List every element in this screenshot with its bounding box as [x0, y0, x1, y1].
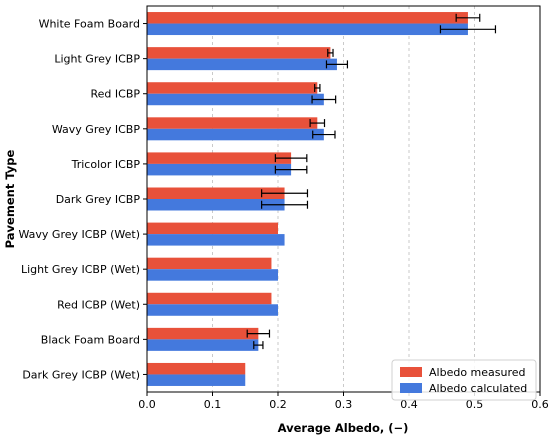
error-bar-measured	[309, 119, 326, 128]
bar-measured	[147, 362, 246, 375]
category-label: Wavy Grey ICBP (Wet)	[18, 228, 140, 241]
bar-measured	[147, 152, 292, 164]
x-axis-ticks: 0.0 0.1 0.2 0.3 0.4 0.5 0.6	[138, 392, 549, 411]
error-bar-measured	[246, 329, 271, 338]
error-bar-measured	[455, 13, 481, 22]
legend-box	[391, 359, 537, 401]
category-label: Light Grey ICBP	[54, 53, 140, 66]
x-axis-title: Average Albedo, (−)	[278, 421, 409, 435]
y-axis-categories: White Foam Board Light Grey ICBP Red ICBP W…	[18, 18, 147, 381]
bar-calculated	[147, 199, 285, 211]
error-bar-measured	[261, 189, 309, 198]
bars	[147, 12, 468, 386]
bar-calculated	[147, 128, 324, 141]
bar-measured	[147, 257, 272, 270]
category-label: Black Foam Board	[41, 333, 140, 346]
category-label: Dark Grey ICBP (Wet)	[22, 368, 140, 381]
x-tick-label: 0.3	[335, 398, 353, 411]
y-axis-title: Pavement Type	[3, 149, 17, 248]
bar-measured	[147, 12, 468, 24]
legend-label-calculated: Albedo calculated	[429, 382, 527, 395]
error-bar-calculated	[274, 165, 308, 174]
category-label: Dark Grey ICBP	[56, 193, 141, 206]
error-bar-calculated	[261, 200, 309, 209]
error-bar-measured	[314, 83, 321, 92]
bar-measured	[147, 222, 278, 235]
error-bar-calculated	[439, 25, 497, 34]
bar-calculated	[147, 269, 278, 281]
error-bar-calculated	[325, 60, 349, 69]
bar-calculated	[147, 234, 285, 246]
error-bars	[246, 13, 497, 350]
bar-measured	[147, 47, 331, 59]
error-bar-measured	[327, 48, 334, 57]
x-tick-label: 0.0	[138, 398, 156, 411]
bar-calculated	[147, 339, 259, 351]
bar-measured	[147, 117, 318, 129]
category-label: Light Grey ICBP (Wet)	[21, 263, 140, 276]
bar-measured	[147, 187, 285, 199]
x-tick-label: 0.6	[531, 398, 549, 411]
error-bar-measured	[274, 154, 308, 163]
legend-label-measured: Albedo measured	[429, 366, 526, 379]
legend-swatch-measured	[400, 367, 422, 377]
bar-calculated	[147, 163, 292, 176]
legend-swatch-calculated	[400, 383, 422, 393]
bar-measured	[147, 327, 259, 340]
error-bar-calculated	[312, 130, 336, 139]
error-bar-calculated	[311, 95, 337, 104]
bar-calculated	[147, 58, 337, 71]
bar-calculated	[147, 93, 324, 106]
bar-calculated	[147, 304, 278, 316]
x-tick-label: 0.5	[466, 398, 484, 411]
bar-calculated	[147, 23, 468, 36]
category-label: White Foam Board	[39, 18, 140, 31]
error-bar-calculated	[253, 341, 264, 350]
x-tick-label: 0.2	[269, 398, 287, 411]
bar-measured	[147, 292, 272, 305]
bar-measured	[147, 82, 318, 94]
category-label: Red ICBP	[91, 88, 141, 101]
legend: Albedo measured Albedo calculated	[391, 359, 537, 401]
x-tick-label: 0.4	[400, 398, 418, 411]
category-label: Wavy Grey ICBP	[52, 123, 140, 136]
category-label: Red ICBP (Wet)	[57, 298, 140, 311]
x-tick-label: 0.1	[204, 398, 222, 411]
category-label: Tricolor ICBP	[71, 158, 141, 171]
bar-calculated	[147, 374, 246, 386]
